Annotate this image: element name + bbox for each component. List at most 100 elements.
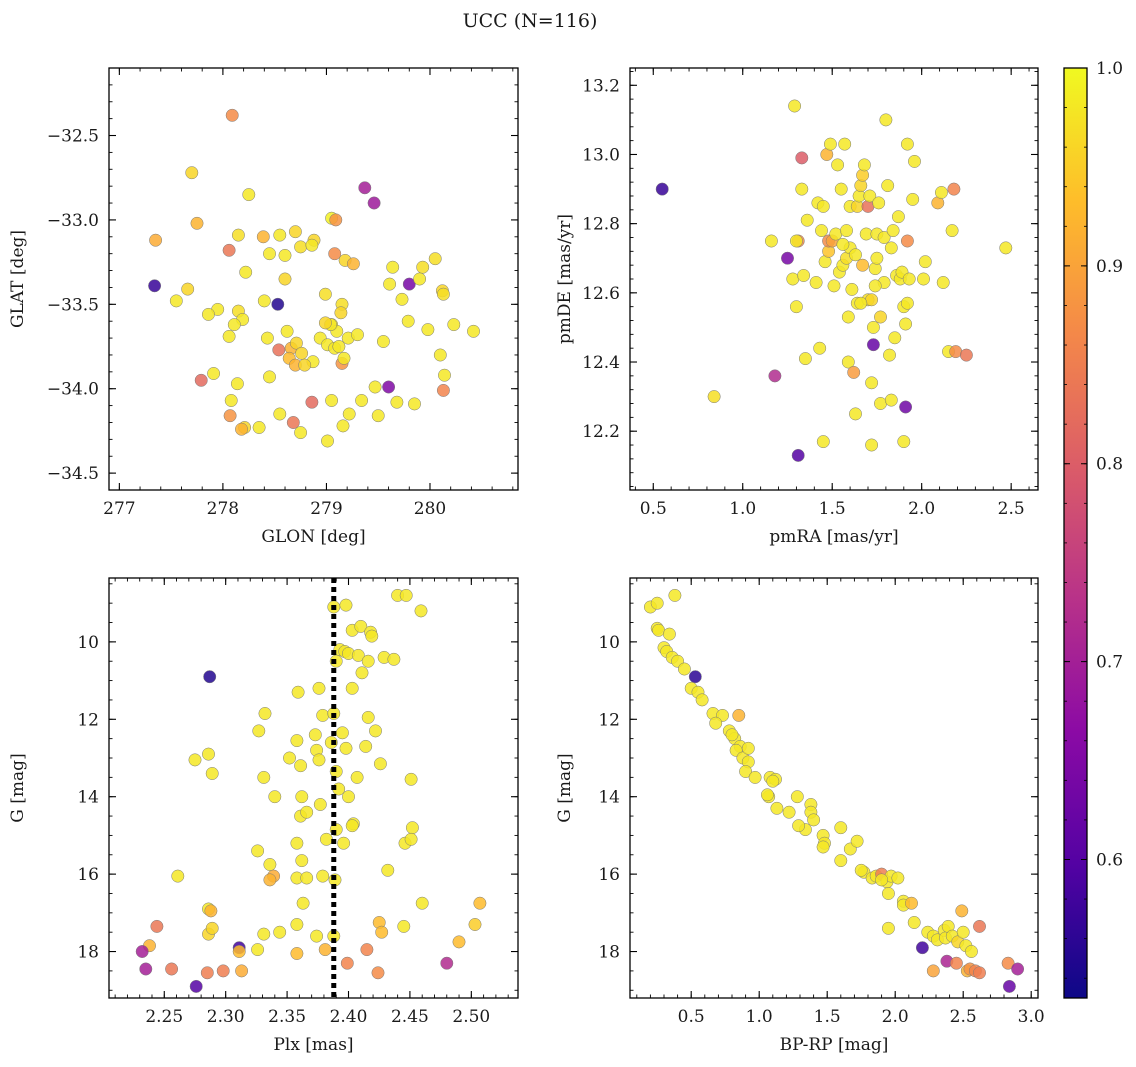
y-tick-label: −33.5 — [47, 295, 99, 315]
scatter-point — [360, 943, 374, 957]
scatter-point — [165, 962, 179, 976]
x-tick-label: 2.0 — [882, 1007, 909, 1027]
scatter-point — [900, 296, 914, 310]
scatter-point — [834, 182, 848, 196]
x-tick-label: 1.0 — [729, 499, 756, 519]
scatter-point — [915, 941, 929, 955]
scatter-point — [296, 896, 310, 910]
scatter-point — [371, 409, 385, 423]
scatter-point — [782, 805, 796, 819]
y-tick-label: 14 — [77, 788, 99, 808]
x-tick-label: 3.0 — [1018, 1007, 1045, 1027]
scatter-point — [312, 753, 326, 767]
scatter-point — [881, 887, 895, 900]
scatter-point — [402, 277, 416, 291]
x-tick-label: 279 — [310, 499, 342, 519]
scatter-point — [171, 869, 185, 883]
scatter-point — [169, 294, 183, 308]
scatter-point — [874, 310, 887, 324]
scatter-point — [874, 397, 887, 410]
scatter-point — [300, 871, 314, 885]
scatter-point — [329, 213, 343, 227]
scatter-point — [345, 819, 359, 833]
scatter-point — [204, 904, 218, 918]
scatter-point — [310, 929, 324, 943]
x-tick-label: 0.5 — [678, 1007, 705, 1027]
scatter-point — [358, 181, 372, 195]
scatter-point — [368, 380, 382, 394]
y-tick-label: 12 — [598, 710, 620, 730]
scatter-point — [468, 918, 482, 931]
scatter-point — [908, 154, 921, 168]
scatter-point — [401, 314, 415, 328]
scatter-point — [798, 352, 812, 366]
scatter-point — [263, 873, 277, 887]
scatter-point — [382, 380, 396, 394]
scatter-point — [222, 329, 236, 343]
scatter-point — [709, 716, 723, 730]
scatter-point — [900, 137, 914, 151]
scatter-point — [290, 947, 304, 960]
x-tick-label: 2.45 — [391, 1007, 429, 1027]
scatter-point — [881, 921, 895, 935]
scatter-point — [227, 318, 241, 332]
scatter-point — [365, 629, 379, 643]
scatter-point — [369, 724, 382, 738]
scatter-point — [875, 873, 889, 887]
scatter-point — [999, 241, 1013, 255]
scatter-point — [800, 213, 814, 227]
scatter-point — [955, 904, 969, 918]
axes-frame — [108, 67, 519, 491]
scatter-point — [405, 821, 419, 835]
scatter-point — [1001, 956, 1015, 970]
scatter-point — [652, 623, 666, 637]
scatter-point — [884, 393, 898, 407]
scatter-point — [662, 627, 676, 641]
figure-title: UCC (N=116) — [463, 10, 598, 32]
scatter-point — [263, 247, 276, 261]
scatter-point — [294, 426, 308, 440]
scatter-point — [200, 966, 214, 980]
scatter-points — [643, 588, 1025, 993]
scatter-point — [256, 230, 270, 244]
scatter-point — [263, 370, 276, 384]
scatter-point — [836, 237, 850, 251]
scatter-point — [834, 854, 848, 868]
scatter-point — [230, 377, 244, 391]
y-tick-label: 18 — [77, 943, 99, 963]
scatter-point — [408, 397, 421, 411]
y-tick-label: −32.5 — [47, 127, 99, 147]
scatter-point — [313, 798, 327, 811]
x-tick-label: 2.5 — [998, 499, 1025, 519]
panel-parallax-magnitude: 2.25 2.30 2.35 2.40 2.45 2.50 10 12 14 16 18 Plx [m… — [8, 577, 519, 1055]
scatter-point — [258, 707, 272, 720]
scatter-point — [395, 292, 409, 306]
scatter-point — [741, 741, 755, 755]
scatter-point — [235, 964, 249, 978]
scatter-point — [205, 767, 219, 780]
scatter-point — [838, 137, 852, 151]
scatter-point — [739, 765, 753, 778]
scatter-point — [350, 770, 364, 784]
scatter-point — [440, 956, 454, 970]
scatter-point — [305, 238, 319, 252]
scatter-point — [945, 224, 959, 238]
scatter-point — [413, 272, 427, 286]
scatter-point — [831, 158, 845, 172]
scatter-point — [856, 258, 870, 272]
scatter-point — [291, 685, 305, 699]
scatter-point — [907, 916, 921, 929]
scatter-point — [865, 376, 879, 390]
scatter-point — [891, 210, 905, 224]
scatter-point — [886, 224, 900, 238]
scatter-point — [355, 394, 369, 407]
scatter-point — [865, 438, 879, 452]
scatter-point — [185, 166, 199, 180]
scatter-point — [260, 331, 274, 345]
scatter-point — [415, 896, 429, 910]
x-tick-label: 2.5 — [950, 1007, 977, 1027]
scatter-point — [268, 790, 282, 804]
scatter-point — [849, 407, 862, 421]
scatter-point — [252, 421, 266, 434]
scatter-point — [797, 269, 811, 282]
